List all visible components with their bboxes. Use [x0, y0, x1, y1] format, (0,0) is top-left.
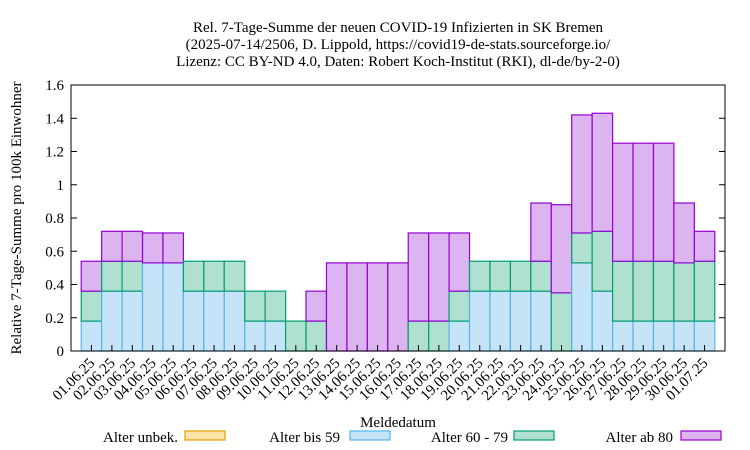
chart-title-line-1: Rel. 7-Tage-Summe der neuen COVID-19 Inf…: [193, 20, 604, 36]
y-tick-label: 1.6: [45, 78, 64, 94]
bar-segment-2-06.06.25: [182, 260, 205, 292]
bar-segment-3-29.06.25: [652, 142, 675, 262]
legend-label: Alter ab 80: [606, 430, 673, 446]
bar-segment-1-05.06.25: [162, 262, 185, 352]
bar-segment-2-28.06.25: [632, 260, 655, 322]
bar-segment-3-02.06.25: [101, 230, 123, 262]
legend-swatch: [184, 430, 226, 441]
bar-segment-2-02.06.25: [101, 260, 123, 292]
bar-segment-2-27.06.25: [611, 260, 634, 322]
bar-segment-3-14.06.25: [346, 262, 368, 352]
chart-title-line-2: (2025-07-14/2506, D. Lippold, https://co…: [186, 37, 611, 53]
bar-segment-3-25.06.25: [571, 114, 593, 234]
bar-segment-2-24.06.25: [550, 292, 573, 352]
bar-segment-2-23.06.25: [530, 260, 552, 292]
bar-segment-3-01.07.25: [693, 230, 716, 262]
bar-segment-3-03.06.25: [121, 230, 144, 262]
bar-segment-2-30.06.25: [673, 262, 695, 322]
y-tick-label: 1.2: [45, 145, 64, 161]
x-axis: 01.06.2502.06.2503.06.2504.06.2505.06.25…: [50, 345, 711, 404]
y-tick-label: 1: [57, 178, 65, 194]
bar-segment-2-08.06.25: [223, 260, 246, 292]
legend-swatch: [349, 430, 391, 441]
bar-segment-2-26.06.25: [591, 230, 614, 292]
y-axis: 0 0.2 0.4 0.6 0.8 1 1.2 1.4 1.6: [45, 78, 725, 360]
y-tick-label: 1.4: [45, 111, 64, 127]
bar-segment-2-10.06.25: [264, 290, 287, 322]
bar-segment-3-19.06.25: [448, 232, 471, 292]
plot-frame: [70, 84, 726, 352]
y-tick-label: 0.4: [45, 278, 64, 294]
bar-segment-3-23.06.25: [530, 202, 552, 262]
bar-segment-2-01.07.25: [693, 260, 716, 322]
bar-segment-2-01.06.25: [80, 290, 103, 322]
bar-segment-2-22.06.25: [509, 260, 532, 292]
bar-segment-1-03.06.25: [121, 290, 144, 352]
bar-segment-2-20.06.25: [468, 260, 491, 292]
bar-segment-3-26.06.25: [591, 112, 614, 232]
y-axis-label: Relative 7-Tage-Summe pro 100k Einwohner: [9, 81, 25, 354]
bar-segment-3-18.06.25: [428, 232, 450, 322]
bar-segment-1-25.06.25: [571, 262, 593, 352]
bar-segment-1-22.06.25: [509, 290, 532, 352]
bar-segment-1-26.06.25: [591, 290, 614, 352]
bar-segment-3-15.06.25: [366, 262, 389, 352]
bar-segment-1-20.06.25: [468, 290, 491, 352]
legend: Alter unbek. Alter bis 59 Alter 60 - 79 Alt…: [103, 430, 722, 446]
bar-segment-3-27.06.25: [611, 142, 634, 262]
legend-label: Alter unbek.: [103, 430, 178, 446]
bar-segment-3-12.06.25: [305, 290, 328, 322]
legend-swatch: [513, 430, 555, 441]
bar-segment-1-06.06.25: [182, 290, 205, 352]
x-axis-label: Meldedatum: [360, 415, 436, 431]
bar-segment-1-02.06.25: [101, 290, 123, 352]
y-tick-label: 0.6: [45, 244, 64, 260]
bar-segment-3-16.06.25: [387, 262, 409, 352]
bar-segment-3-05.06.25: [162, 232, 185, 264]
bar-segment-3-30.06.25: [673, 202, 695, 264]
bar-segment-3-24.06.25: [550, 204, 573, 294]
bar-segment-2-25.06.25: [571, 232, 593, 264]
y-tick-label: 0.2: [45, 311, 64, 327]
bar-segment-3-01.06.25: [80, 260, 103, 292]
bar-segment-2-07.06.25: [203, 260, 225, 292]
y-tick-label: 0: [57, 344, 65, 360]
legend-swatch: [680, 430, 722, 441]
bar-segment-1-07.06.25: [203, 290, 225, 352]
bar-segment-2-09.06.25: [244, 290, 266, 322]
legend-label: Alter bis 59: [269, 430, 340, 446]
bar-segment-2-29.06.25: [652, 260, 675, 322]
bar-segment-3-28.06.25: [632, 142, 655, 262]
bar-segment-2-19.06.25: [448, 290, 471, 322]
bar-segment-2-03.06.25: [121, 260, 144, 292]
bar-segment-1-21.06.25: [489, 290, 512, 352]
bar-segment-2-21.06.25: [489, 260, 512, 292]
bar-segment-1-08.06.25: [223, 290, 246, 352]
legend-label: Alter 60 - 79: [431, 430, 508, 446]
y-tick-label: 0.8: [45, 211, 64, 227]
bar-segment-3-17.06.25: [407, 232, 430, 322]
chart-title-line-3: Lizenz: CC BY-ND 4.0, Daten: Robert Koch…: [176, 54, 620, 70]
bar-segment-3-04.06.25: [141, 232, 164, 264]
bar-segment-1-04.06.25: [141, 262, 164, 352]
bars-layer: [80, 112, 716, 352]
bar-segment-3-13.06.25: [325, 262, 348, 352]
bar-segment-1-23.06.25: [530, 290, 552, 352]
